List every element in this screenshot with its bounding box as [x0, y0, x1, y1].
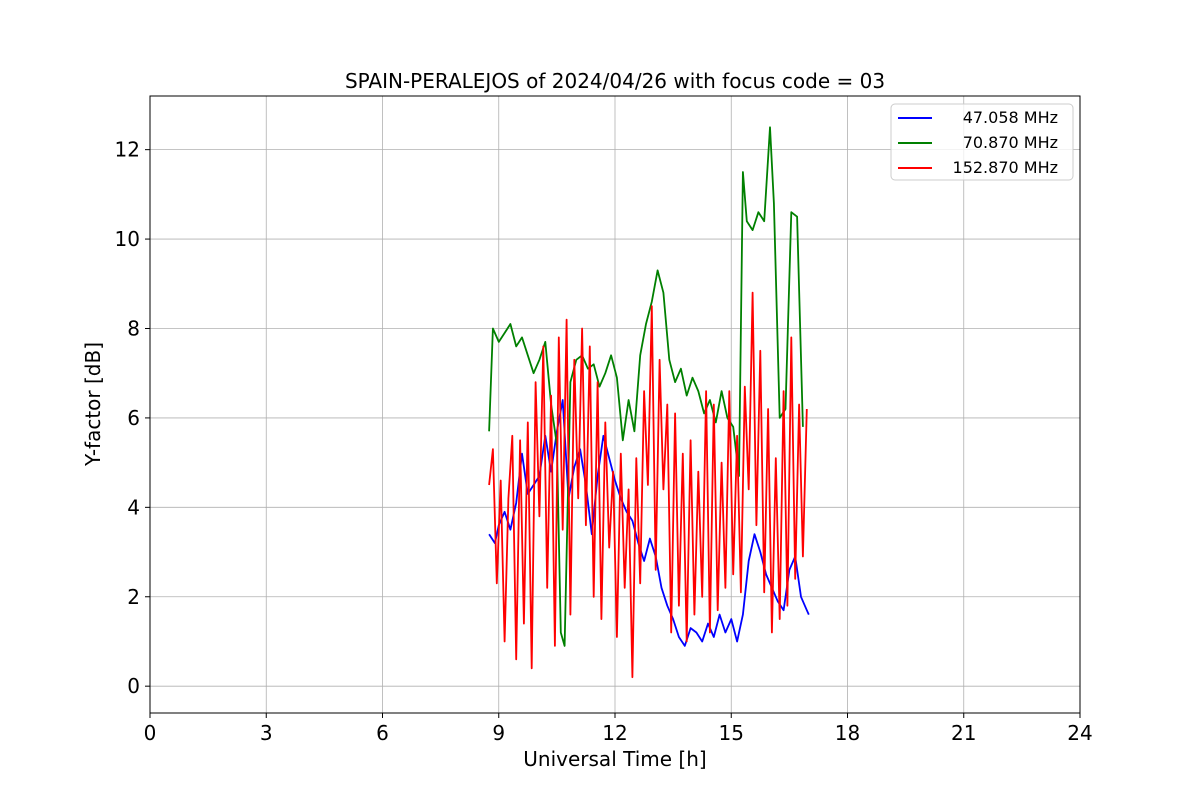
legend-box — [890, 103, 1074, 181]
legend-items: 47.058 MHz 70.870 MHz 152.870 MHz — [898, 108, 1058, 177]
y-tick-label: 10 — [115, 227, 140, 251]
series-layer — [488, 126, 810, 679]
legend: 47.058 MHz 70.870 MHz 152.870 MHz — [890, 103, 1074, 181]
series-line-2 — [488, 291, 808, 679]
x-tick-label: 12 — [602, 721, 627, 745]
y-tick-label: 6 — [127, 406, 140, 430]
y-tick-label: 0 — [127, 674, 140, 698]
legend-label-1: 70.870 MHz — [963, 133, 1058, 152]
y-tick-label: 2 — [127, 585, 140, 609]
x-tick-label: 21 — [951, 721, 976, 745]
chart-title: SPAIN-PERALEJOS of 2024/04/26 with focus… — [345, 69, 885, 93]
legend-label-2: 152.870 MHz — [953, 158, 1058, 177]
y-axis-label: Y-factor [dB] — [81, 342, 105, 467]
x-tick-label: 3 — [260, 721, 273, 745]
y-tick-label: 4 — [127, 495, 140, 519]
series-line-1 — [488, 126, 804, 647]
x-tick-label: 18 — [835, 721, 860, 745]
x-tick-label: 15 — [719, 721, 744, 745]
y-tick-label: 12 — [115, 138, 140, 162]
x-tick-label: 24 — [1067, 721, 1092, 745]
legend-label-0: 47.058 MHz — [963, 108, 1058, 127]
x-tick-label: 6 — [376, 721, 389, 745]
x-tick-label: 9 — [492, 721, 505, 745]
x-tick-label: 0 — [144, 721, 157, 745]
x-axis-label: Universal Time [h] — [523, 747, 706, 771]
y-tick-label: 8 — [127, 316, 140, 340]
